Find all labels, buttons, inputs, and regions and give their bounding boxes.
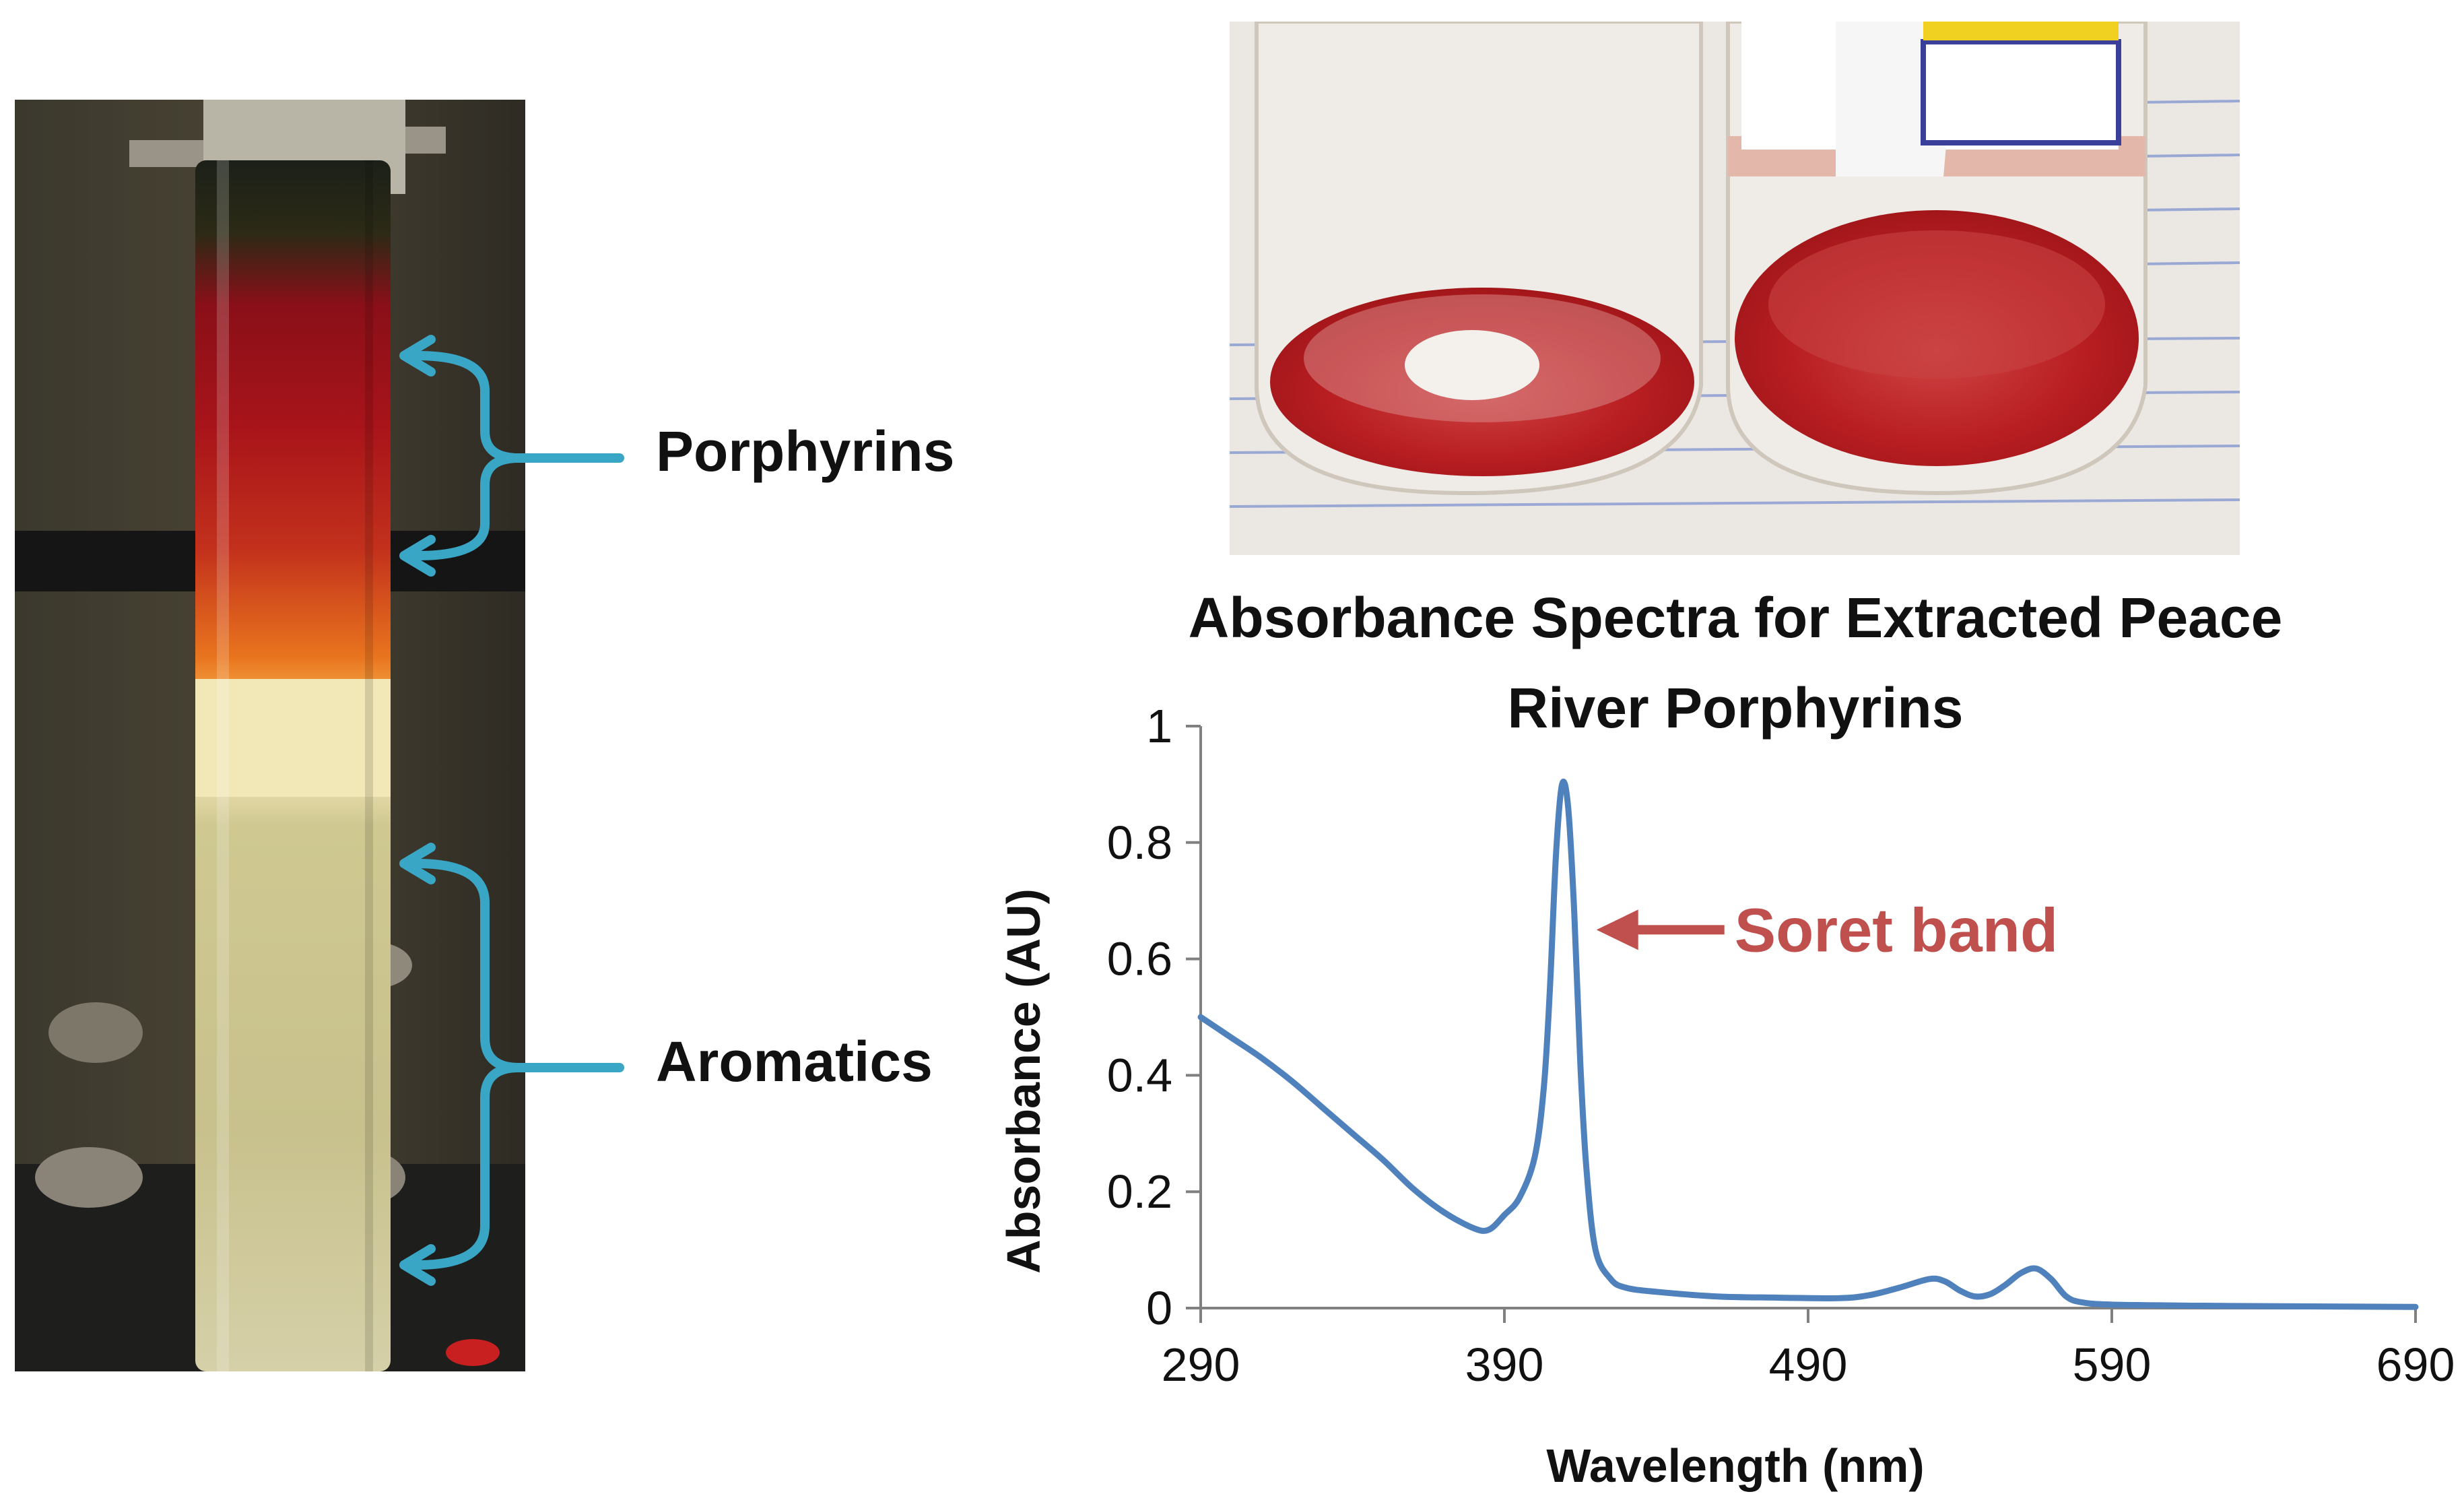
y-axis-title: Absorbance (AU): [997, 888, 1050, 1274]
aromatics-bracket: [399, 843, 624, 1286]
x-tick-label: 290: [1162, 1338, 1240, 1391]
y-tick-label: 0.6: [1107, 933, 1172, 985]
y-tick-label: 0.2: [1107, 1165, 1172, 1218]
vials-photo: [1230, 22, 2240, 555]
chart-axes: [1199, 726, 2416, 1309]
chart-title-line-1: Absorbance Spectra for Extracted Peace: [1189, 586, 2283, 649]
y-tick-label: 1: [1146, 700, 1172, 752]
x-axis-title: Wavelength (nm): [1546, 1439, 1924, 1492]
x-tick-label: 390: [1465, 1338, 1544, 1391]
chart-ticks: 0 0.2 0.4 0.6 0.8 1 290 390 490 590 690: [1107, 700, 2455, 1391]
x-tick-label: 590: [2073, 1338, 2152, 1391]
y-tick-label: 0.8: [1107, 816, 1172, 869]
annotation-arrowhead: [1596, 909, 1638, 950]
aromatics-label: Aromatics: [656, 1030, 933, 1093]
absorbance-chart: Absorbance Spectra for Extracted Peace R…: [997, 586, 2455, 1492]
porphyrins-bracket: [399, 335, 624, 577]
y-tick-label: 0: [1146, 1282, 1172, 1334]
x-tick-label: 690: [2376, 1338, 2455, 1391]
porphyrins-label: Porphyrins: [656, 420, 955, 483]
column-photo: [15, 100, 525, 1371]
series-line: [1197, 778, 2419, 1310]
x-tick-label: 490: [1769, 1338, 1848, 1391]
chart-title-line-2: River Porphyrins: [1508, 676, 1964, 740]
y-tick-label: 0.4: [1107, 1049, 1172, 1101]
annotation-label: Soret band: [1735, 896, 2058, 965]
soret-annotation: Soret band: [1596, 896, 2058, 965]
